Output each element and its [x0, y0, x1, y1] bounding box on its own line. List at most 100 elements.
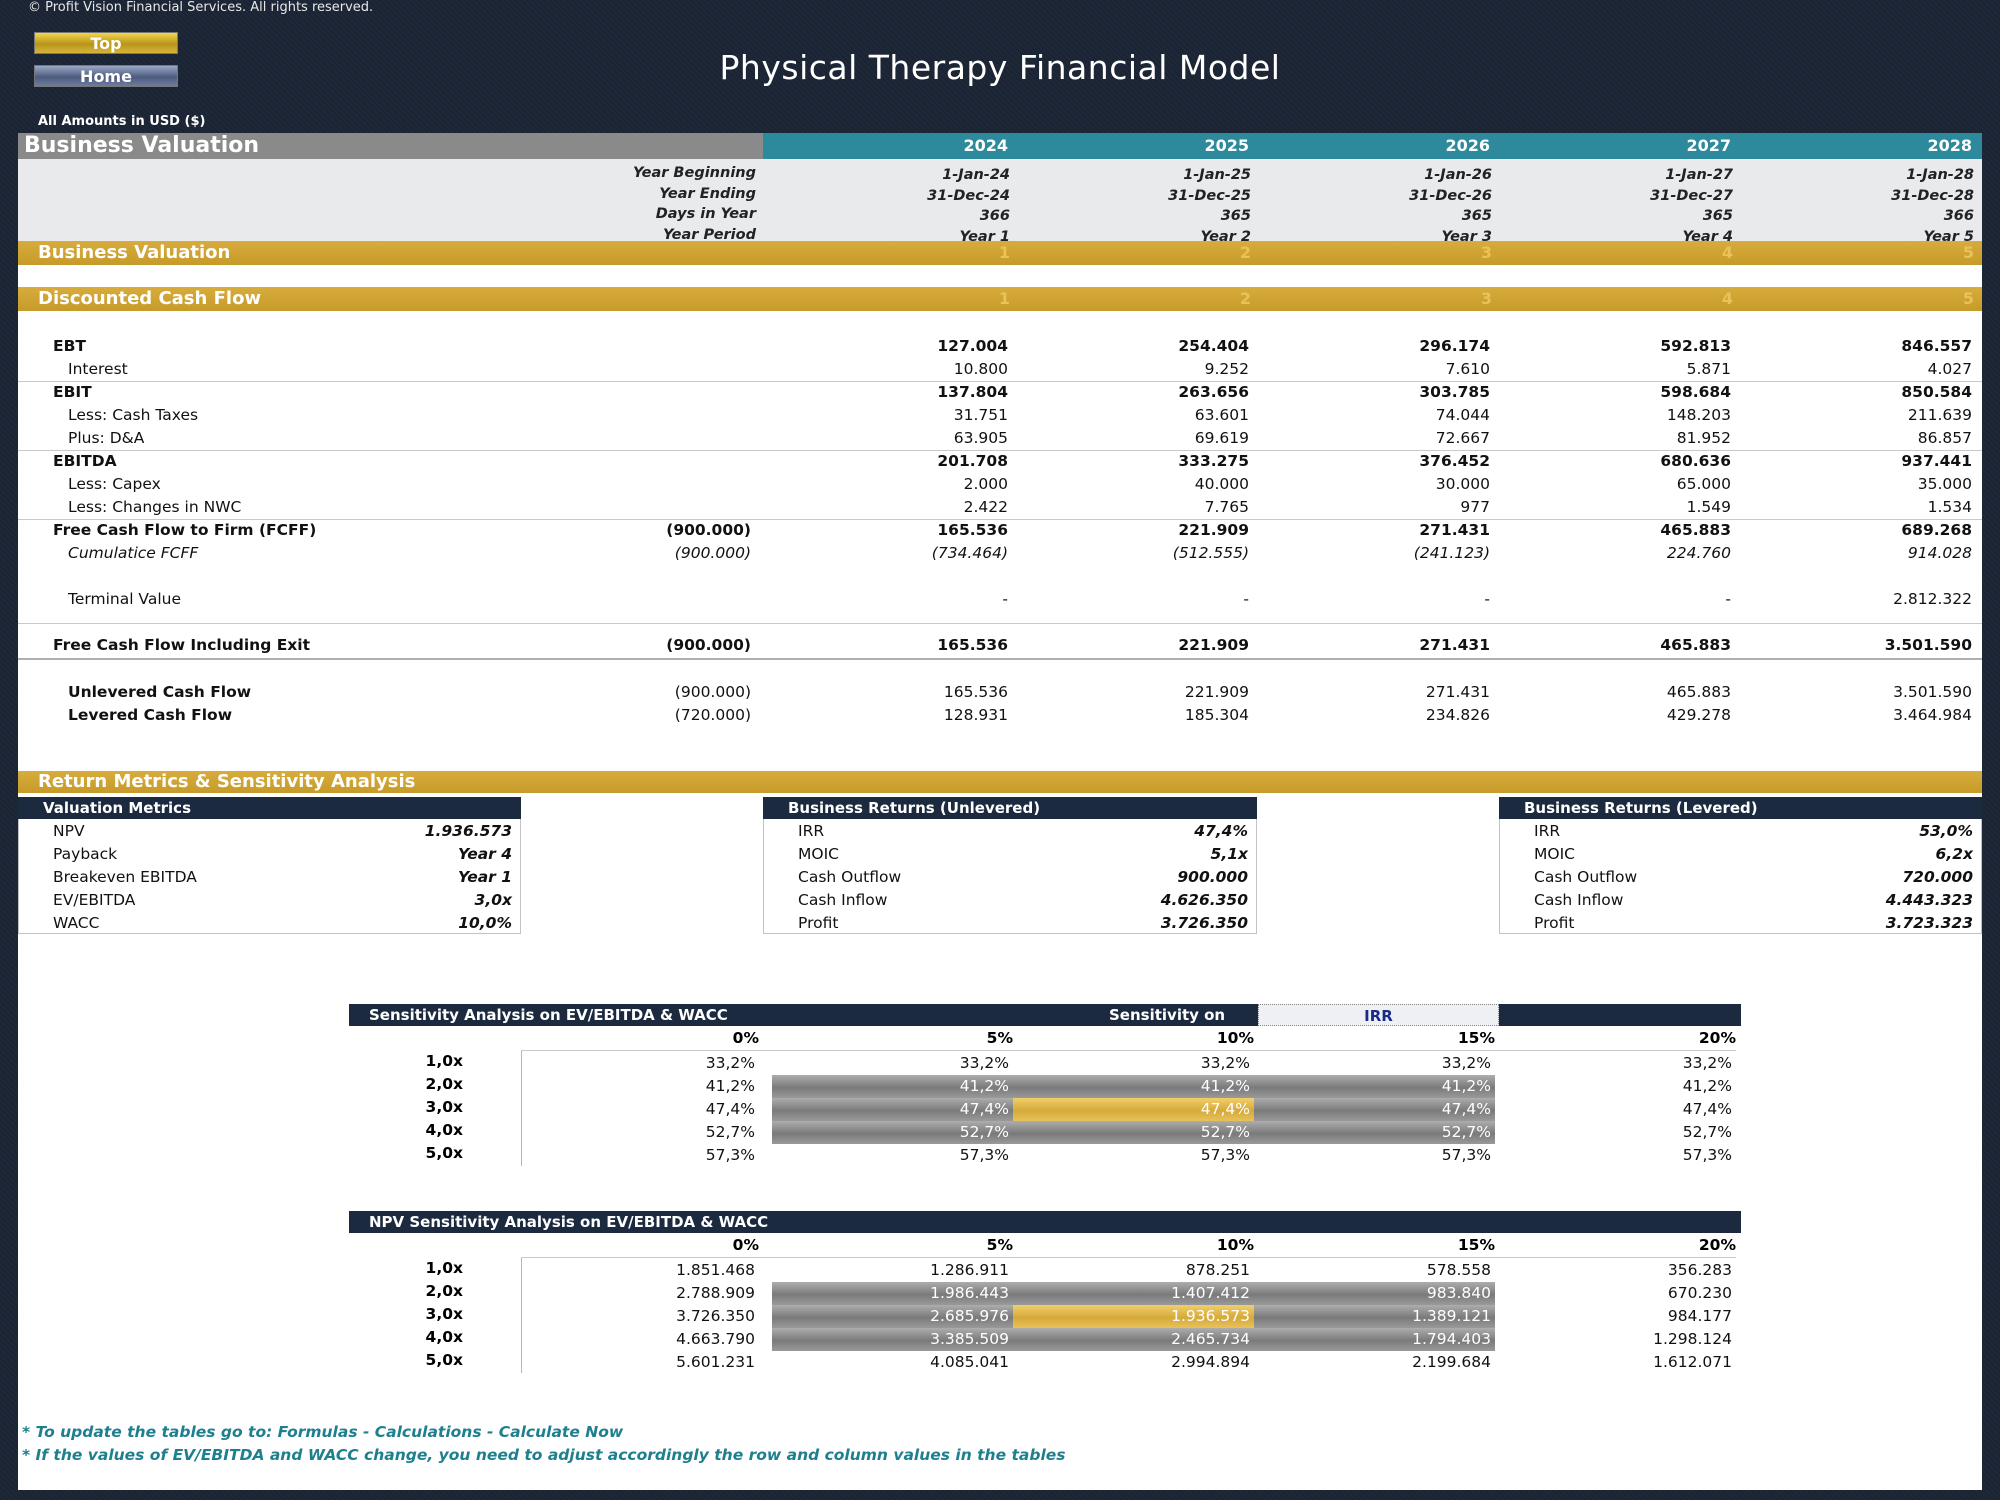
top-button[interactable]: Top — [34, 32, 178, 54]
dcf-cell: 333.275 — [1178, 452, 1249, 470]
bar-index-number: 5 — [1962, 243, 1974, 262]
valuation-metrics-box: NPV 1.936.573 Payback Year 4 Breakeven EBITD… — [18, 819, 521, 934]
returns_levered-label: IRR — [1534, 822, 1561, 840]
sens_irr-cell: 47,4% — [1682, 1100, 1732, 1118]
sens_npv-cell: 670.230 — [1667, 1284, 1732, 1302]
home-button[interactable]: Home — [34, 65, 178, 87]
returns-unlevered-box: IRR 47,4% MOIC 5,1x Cash Outflow 900.000 Cash … — [763, 819, 1257, 934]
year-header-2025: 2025 — [1204, 136, 1249, 155]
sens_npv-row-header: 5,0x — [425, 1351, 463, 1369]
bar-index-number: 1 — [998, 243, 1010, 262]
dcf-cell: 3.501.590 — [1893, 683, 1972, 701]
row-divider — [18, 450, 1982, 451]
sens_irr-cell: 41,2% — [1013, 1075, 1254, 1098]
sens_npv-row-header: 4,0x — [425, 1328, 463, 1346]
meta-year_ending-cell: 31-Dec-24 — [927, 188, 1010, 204]
sens_irr-cell: 52,7% — [1013, 1121, 1254, 1144]
dcf-cell: 69.619 — [1194, 429, 1249, 447]
dcf-cell: 74.044 — [1435, 406, 1490, 424]
sens_npv-col-header: 0% — [732, 1236, 759, 1254]
returns_unlevered-value: 4.626.350 — [1160, 891, 1248, 909]
sens_npv-cell: 5.601.231 — [676, 1353, 755, 1371]
sens_npv-col-header: 15% — [1457, 1236, 1495, 1254]
year-header: 2024 2025 2026 2027 2028 — [763, 133, 1982, 159]
bar-index-number: 4 — [1721, 289, 1733, 308]
meta-label-days: Days in Year — [655, 206, 756, 222]
dcf-cell: 1.549 — [1686, 498, 1731, 516]
returns_levered-label: MOIC — [1534, 845, 1575, 863]
returns_unlevered-value: 47,4% — [1194, 822, 1248, 840]
sens_irr-header-line — [521, 1050, 1736, 1051]
business-valuation-bar: Business Valuation 1 2 3 4 5 — [18, 241, 1982, 265]
sens_npv-cell: 878.251 — [1185, 1261, 1250, 1279]
meta-band — [18, 159, 1982, 241]
valuation_metrics-value: Year 1 — [457, 868, 512, 886]
meta-year_ending-cell: 31-Dec-27 — [1650, 188, 1733, 204]
meta-year_beginning-cell: 1-Jan-24 — [942, 167, 1010, 183]
dcf-row-label: Less: Changes in NWC — [68, 498, 242, 516]
returns_levered-value: 6,2x — [1935, 845, 1973, 863]
note-adjust: * If the values of EV/EBITDA and WACC ch… — [22, 1446, 1066, 1464]
valuation_metrics-label: Breakeven EBITDA — [53, 868, 197, 886]
dcf-cell: - — [1243, 590, 1249, 608]
dcf-cell: 429.278 — [1666, 706, 1731, 724]
sens_irr-cell: 47,4% — [1254, 1098, 1495, 1121]
sens_npv-cell: 1.612.071 — [1653, 1353, 1732, 1371]
sens_npv-cell: 3.726.350 — [676, 1307, 755, 1325]
dcf-cell: 465.883 — [1660, 521, 1731, 539]
bar-index-number: 3 — [1480, 243, 1492, 262]
dcf-row-label: Terminal Value — [68, 590, 181, 608]
sensitivity-on-select[interactable]: IRR — [1258, 1004, 1499, 1026]
sens_npv-row-line — [521, 1258, 522, 1373]
valuation_metrics-value: Year 4 — [457, 845, 512, 863]
dcf-cell: 30.000 — [1435, 475, 1490, 493]
sens_irr-cell: 41,2% — [772, 1075, 1013, 1098]
dcf-cell: 127.004 — [937, 337, 1008, 355]
dcf-cell: 128.931 — [943, 706, 1008, 724]
sens_npv-cell: 1.794.403 — [1254, 1328, 1495, 1351]
sens_npv-cell: 2.199.684 — [1412, 1353, 1491, 1371]
dcf-cell: 3.464.984 — [1893, 706, 1972, 724]
sens_npv-row-header: 1,0x — [425, 1259, 463, 1277]
dcf-row-label: Free Cash Flow Including Exit — [53, 636, 310, 654]
sens_npv-cell: 3.385.509 — [772, 1328, 1013, 1351]
sens_irr-cell: 41,2% — [705, 1077, 755, 1095]
sens_npv-cell: 2.685.976 — [772, 1305, 1013, 1328]
sens_irr-cell: 33,2% — [705, 1054, 755, 1072]
sens_irr-row-header: 2,0x — [425, 1075, 463, 1093]
dcf-row-label: Free Cash Flow to Firm (FCFF) — [53, 521, 317, 539]
sens_irr-cell: 57,3% — [959, 1146, 1009, 1164]
returns_levered-label: Cash Inflow — [1534, 891, 1624, 909]
returns_unlevered-value: 900.000 — [1177, 868, 1248, 886]
sens_irr-cell: 52,7% — [705, 1123, 755, 1141]
valuation_metrics-value: 10,0% — [458, 914, 512, 932]
dcf-cell: (512.555) — [1172, 544, 1249, 562]
dcf-initial-value: (720.000) — [674, 706, 751, 724]
dcf-cell: 148.203 — [1666, 406, 1731, 424]
returns_unlevered-label: Cash Inflow — [798, 891, 888, 909]
returns-unlevered-header: Business Returns (Unlevered) — [763, 797, 1257, 819]
returns_unlevered-label: MOIC — [798, 845, 839, 863]
sens_npv-cell: 1.407.412 — [1013, 1282, 1254, 1305]
dcf-cell: 65.000 — [1676, 475, 1731, 493]
returns-levered-box: IRR 53,0% MOIC 6,2x Cash Outflow 720.000 Cash … — [1499, 819, 1982, 934]
dcf-cell: 296.174 — [1419, 337, 1490, 355]
valuation_metrics-value: 1.936.573 — [424, 822, 512, 840]
dcf-initial-value: (900.000) — [674, 544, 751, 562]
dcf-row-label: Cumulatice FCFF — [68, 544, 199, 562]
dcf-cell: 63.905 — [953, 429, 1008, 447]
dcf-cell: 137.804 — [937, 383, 1008, 401]
dcf-cell: 201.708 — [937, 452, 1008, 470]
sens_irr-col-header: 20% — [1698, 1029, 1736, 1047]
dcf-cell: 846.557 — [1901, 337, 1972, 355]
meta-days-cell: 365 — [1461, 208, 1492, 224]
sens_irr-cell: 47,4% — [1013, 1098, 1254, 1121]
dcf-row-label: Unlevered Cash Flow — [68, 683, 252, 701]
dcf-row-label: Less: Cash Taxes — [68, 406, 199, 424]
sens_npv-cell: 4.663.790 — [676, 1330, 755, 1348]
sens_irr-cell: 47,4% — [705, 1100, 755, 1118]
dcf-initial-value: (900.000) — [674, 683, 751, 701]
dcf-cell: 185.304 — [1184, 706, 1249, 724]
dcf-cell: 2.422 — [963, 498, 1008, 516]
dcf-cell: 165.536 — [943, 683, 1008, 701]
